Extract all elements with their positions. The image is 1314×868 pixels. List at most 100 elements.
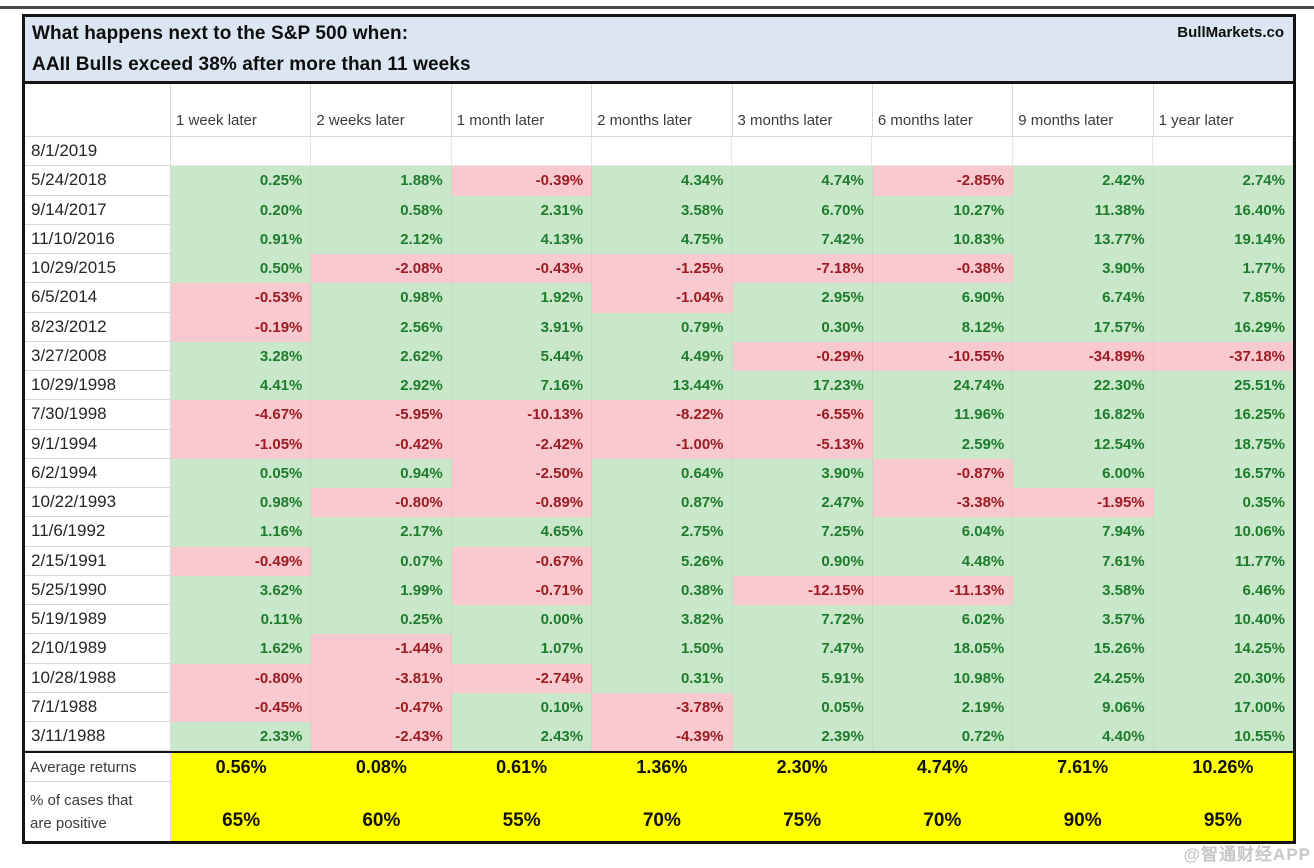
return-cell: 6.02%	[872, 605, 1014, 635]
table-row: 7/1/1988 -0.45% -0.47% 0.10% -3.78% 0.05% 2.19…	[25, 692, 1293, 722]
return-cell: 17.57%	[1013, 312, 1154, 342]
return-cell: -10.13%	[451, 400, 593, 430]
return-cell: 7.42%	[732, 224, 873, 254]
date-cell: 10/29/1998	[25, 371, 171, 401]
return-cell: 1.16%	[171, 517, 312, 547]
return-cell: 0.50%	[171, 254, 312, 284]
return-cell: 3.62%	[171, 575, 312, 605]
return-cell: 0.11%	[171, 605, 312, 635]
summary-value-cell: 10.26%	[1152, 753, 1293, 783]
return-cell: 5.44%	[451, 341, 593, 371]
return-cell: -0.19%	[171, 312, 312, 342]
return-cell: 3.90%	[732, 458, 873, 488]
return-cell: 0.38%	[592, 575, 733, 605]
return-cell: 2.33%	[171, 722, 312, 752]
date-cell: 6/5/2014	[25, 283, 171, 313]
return-cell: -4.67%	[171, 400, 312, 430]
corner-cell	[25, 84, 171, 137]
summary-value-cell: 4.74%	[872, 753, 1013, 783]
return-cell: 2.59%	[872, 429, 1014, 459]
return-cell: -1.05%	[171, 429, 312, 459]
return-cell: 7.61%	[1013, 546, 1154, 576]
return-cell: 0.72%	[872, 722, 1014, 752]
table-row: 11/6/1992 1.16% 2.17% 4.65% 2.75% 7.25% 6.04% 7…	[25, 517, 1293, 547]
return-cell: 7.16%	[451, 371, 593, 401]
return-cell	[591, 137, 732, 167]
return-cell: 2.92%	[311, 371, 452, 401]
return-cell: 2.17%	[311, 517, 452, 547]
return-cell: 7.85%	[1153, 283, 1293, 313]
return-cell: 1.50%	[592, 634, 733, 664]
return-cell: 6.90%	[872, 283, 1014, 313]
date-cell: 8/23/2012	[25, 312, 171, 342]
return-cell: -12.15%	[732, 575, 873, 605]
return-cell: 10.98%	[872, 663, 1014, 693]
return-cell: 4.13%	[451, 224, 593, 254]
return-cell: -37.18%	[1153, 341, 1293, 371]
return-cell: 4.41%	[171, 371, 312, 401]
return-cell: 3.58%	[592, 195, 733, 225]
table-row: 5/25/1990 3.62% 1.99% -0.71% 0.38% -12.15% -11…	[25, 575, 1293, 605]
summary-label-line: Average returns	[30, 758, 137, 776]
table-row: 10/28/1988 -0.80% -3.81% -2.74% 0.31% 5.91% 10…	[25, 663, 1293, 693]
return-cell: 1.92%	[451, 283, 593, 313]
return-cell: 5.26%	[592, 546, 733, 576]
return-cell: -0.29%	[732, 341, 873, 371]
summary-value-cell: 65%	[171, 782, 312, 842]
return-cell: 6.70%	[732, 195, 873, 225]
table-row: 2/15/1991 -0.49% 0.07% -0.67% 5.26% 0.90% 4.48…	[25, 546, 1293, 576]
return-cell: 2.62%	[311, 341, 452, 371]
summary-value-cell: 1.36%	[591, 753, 732, 783]
table-row: 6/5/2014 -0.53% 0.98% 1.92% -1.04% 2.95% 6.90%…	[25, 283, 1293, 313]
return-cell: -0.67%	[451, 546, 593, 576]
table-row: 6/2/1994 0.05% 0.94% -2.50% 0.64% 3.90% -0.87%…	[25, 458, 1293, 488]
return-cell: 2.74%	[1153, 166, 1293, 196]
return-cell: -5.13%	[732, 429, 873, 459]
return-cell	[171, 137, 312, 167]
return-cell: 10.55%	[1153, 722, 1293, 752]
summary-value-cell: 70%	[591, 782, 732, 842]
return-cell: 4.49%	[592, 341, 733, 371]
column-header: 6 months later	[872, 84, 1014, 137]
return-cell: 16.29%	[1153, 312, 1293, 342]
return-cell: 4.40%	[1013, 722, 1154, 752]
return-cell: 6.00%	[1013, 458, 1154, 488]
column-header: 2 weeks later	[311, 84, 452, 137]
column-header: 1 month later	[451, 84, 593, 137]
date-cell: 11/6/1992	[25, 517, 171, 547]
return-cell: -0.38%	[872, 254, 1014, 284]
return-cell: 6.46%	[1153, 575, 1293, 605]
return-cell: 18.75%	[1153, 429, 1293, 459]
spreadsheet: What happens next to the S&P 500 when: A…	[22, 14, 1296, 845]
return-cell: 2.12%	[311, 224, 452, 254]
date-cell: 5/24/2018	[25, 166, 171, 196]
return-cell: 22.30%	[1013, 371, 1154, 401]
return-cell: 7.25%	[732, 517, 873, 547]
return-cell: 8.12%	[872, 312, 1014, 342]
return-cell: 0.25%	[171, 166, 312, 196]
return-cell: 0.94%	[311, 458, 452, 488]
table-row: 7/30/1998 -4.67% -5.95% -10.13% -8.22% -6.55%…	[25, 400, 1293, 430]
return-cell: 0.00%	[451, 605, 593, 635]
return-cell: 3.28%	[171, 341, 312, 371]
return-cell: -1.44%	[311, 634, 452, 664]
return-cell: 1.62%	[171, 634, 312, 664]
summary-label: Average returns	[25, 753, 171, 783]
summary-label-line: % of cases that	[30, 791, 133, 809]
return-cell: -0.80%	[311, 488, 452, 518]
return-cell: 16.82%	[1013, 400, 1154, 430]
column-header: 1 year later	[1153, 84, 1293, 137]
date-cell: 10/28/1988	[25, 663, 171, 693]
return-cell: -0.89%	[451, 488, 593, 518]
return-cell: 0.30%	[732, 312, 873, 342]
return-cell: 0.98%	[171, 488, 312, 518]
table-row: 10/22/1993 0.98% -0.80% -0.89% 0.87% 2.47% -3.…	[25, 488, 1293, 518]
return-cell: 4.75%	[592, 224, 733, 254]
return-cell: -11.13%	[872, 575, 1014, 605]
table-row: 3/11/1988 2.33% -2.43% 2.43% -4.39% 2.39% 0.72…	[25, 722, 1293, 752]
return-cell: -2.08%	[311, 254, 452, 284]
return-cell: 3.82%	[592, 605, 733, 635]
return-cell: 10.06%	[1153, 517, 1293, 547]
table-row: 5/24/2018 0.25% 1.88% -0.39% 4.34% 4.74% -2.85…	[25, 166, 1293, 196]
date-cell: 2/10/1989	[25, 634, 171, 664]
